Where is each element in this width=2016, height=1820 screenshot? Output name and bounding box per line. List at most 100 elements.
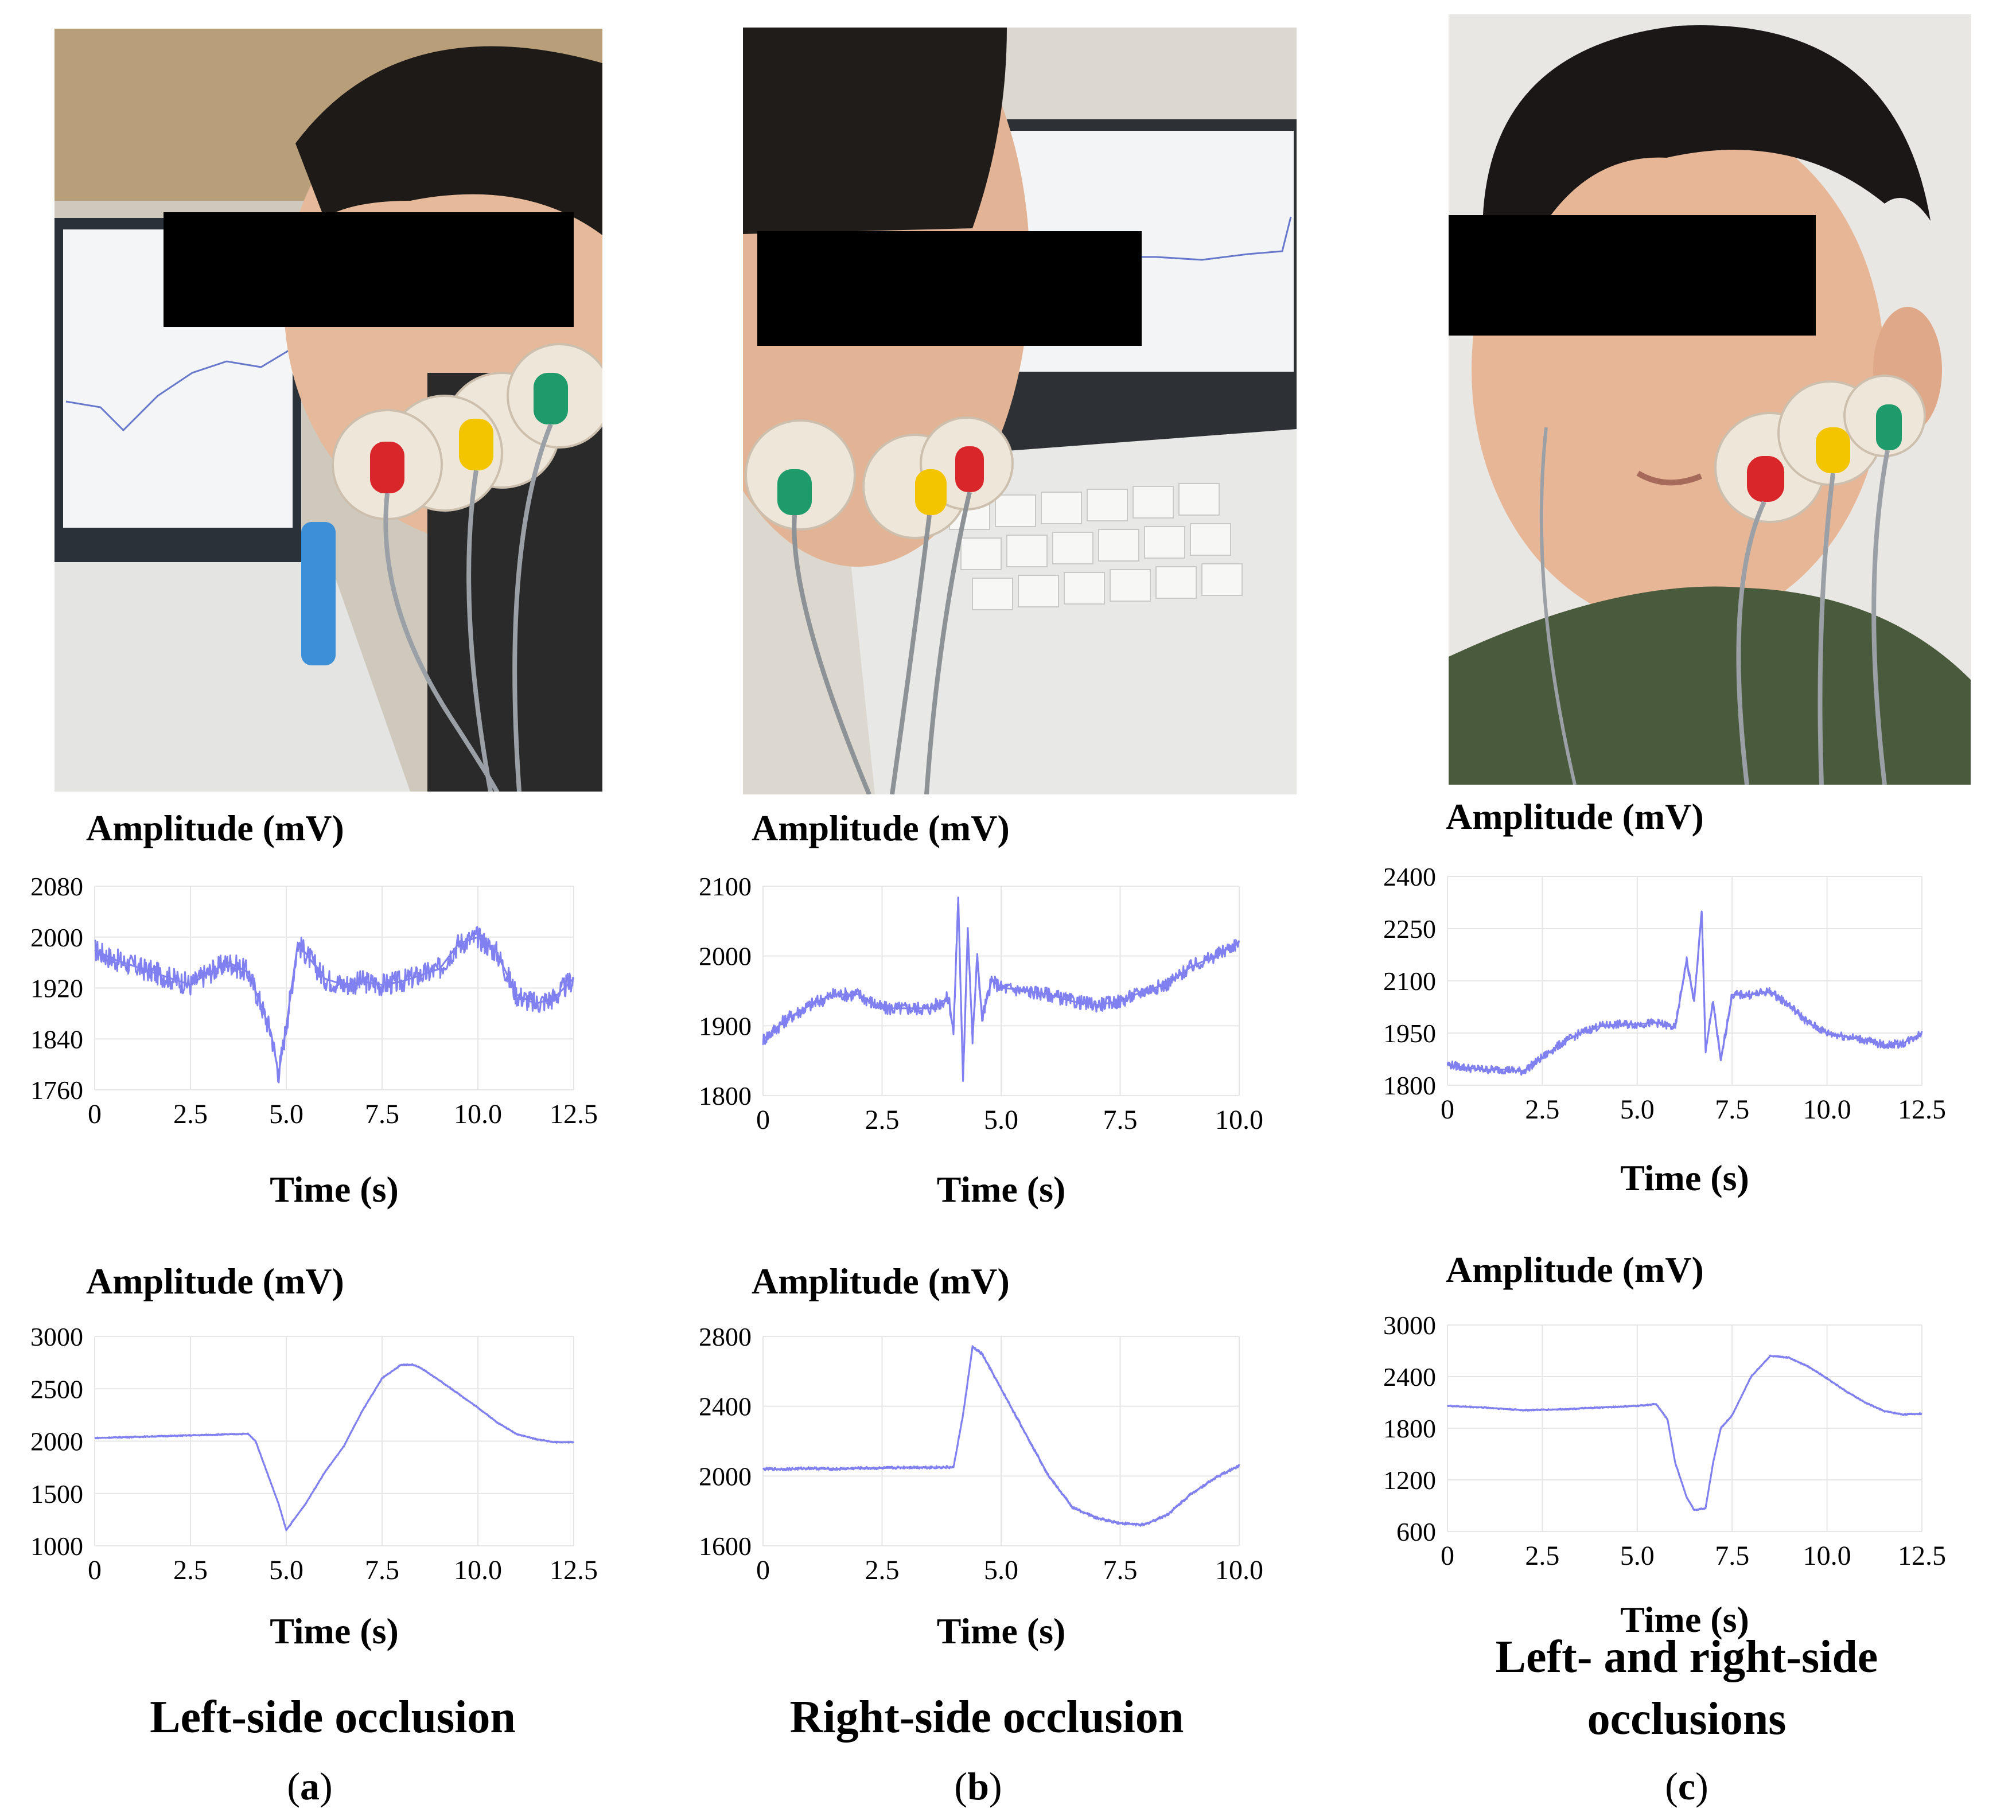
- x-tick-label: 0: [756, 1105, 770, 1135]
- panel-a-caption: Left-side occlusion: [150, 1692, 516, 1743]
- series-line: [762, 897, 1240, 1078]
- x-tick-label: 7.5: [1103, 1105, 1138, 1135]
- series-keypoint-line: [1447, 1355, 1922, 1511]
- x-tick-label: 7.5: [1715, 1541, 1749, 1571]
- x-tick-label: 7.5: [1103, 1555, 1138, 1585]
- y-axis-title: Amplitude (mV): [752, 1261, 1010, 1301]
- y-tick-label: 1500: [30, 1479, 83, 1509]
- right-side-electrode-photo: [743, 28, 1297, 794]
- y-tick-label: 2000: [30, 923, 83, 952]
- x-tick-label: 10.0: [1215, 1555, 1263, 1585]
- y-tick-label: 2400: [1383, 862, 1436, 891]
- panel-letter: b: [967, 1764, 989, 1808]
- y-axis-title: Amplitude (mV): [86, 1261, 344, 1301]
- y-tick-label: 2250: [1383, 914, 1436, 944]
- x-axis-title: Time (s): [937, 1169, 1066, 1210]
- y-tick-label: 1600: [699, 1531, 752, 1561]
- y-tick-label: 1950: [1383, 1019, 1436, 1048]
- series-keypoint-line: [763, 1345, 1240, 1526]
- panel-b-letter: (b): [954, 1764, 1002, 1808]
- x-tick-label: 5.0: [269, 1555, 303, 1585]
- x-tick-label: 7.5: [365, 1555, 399, 1585]
- y-axis-title: Amplitude (mV): [86, 808, 344, 848]
- face-redaction-bar: [1449, 215, 1816, 336]
- x-axis-title: Time (s): [270, 1611, 399, 1651]
- y-tick-label: 1800: [1383, 1414, 1436, 1443]
- x-tick-label: 0: [88, 1099, 102, 1129]
- x-tick-label: 0: [756, 1555, 770, 1585]
- panel-b-caption: Right-side occlusion: [789, 1692, 1184, 1743]
- x-tick-label: 12.5: [1898, 1541, 1946, 1571]
- left-side-electrode-photo: [55, 29, 602, 792]
- series-keypoint-line: [762, 897, 1240, 1082]
- x-tick-label: 5.0: [1620, 1094, 1655, 1125]
- y-tick-label: 2000: [699, 1462, 752, 1491]
- panel-c-caption: Left- and right-side occlusions: [1495, 1632, 1878, 1744]
- x-tick-label: 7.5: [365, 1099, 399, 1129]
- panel-letter: c: [1678, 1764, 1696, 1808]
- series-keypoint-line: [94, 936, 575, 1074]
- series-line: [94, 926, 575, 1084]
- y-tick-label: 2100: [1383, 966, 1436, 996]
- y-tick-label: 1920: [30, 974, 83, 1003]
- x-tick-label: 5.0: [1620, 1541, 1655, 1571]
- both-side-electrode-photo: [1449, 14, 1971, 785]
- x-axis-title: Time (s): [270, 1169, 399, 1210]
- x-axis-title: Time (s): [1620, 1599, 1749, 1640]
- y-tick-label: 2100: [699, 872, 752, 901]
- x-tick-label: 5.0: [269, 1099, 303, 1129]
- series-keypoint-line: [94, 1363, 574, 1532]
- x-tick-label: 12.5: [550, 1099, 598, 1129]
- y-axis-title: Amplitude (mV): [1446, 1249, 1704, 1290]
- y-tick-label: 2500: [30, 1374, 83, 1404]
- photo-illustration: [743, 28, 1297, 794]
- x-axis-title: Time (s): [1620, 1158, 1749, 1198]
- y-tick-label: 3000: [30, 1322, 83, 1351]
- y-tick-label: 1900: [699, 1011, 752, 1040]
- y-tick-label: 1840: [30, 1024, 83, 1054]
- series-line: [1447, 1354, 1922, 1511]
- x-tick-label: 2.5: [1525, 1541, 1559, 1571]
- x-tick-label: 12.5: [550, 1555, 598, 1585]
- x-tick-label: 10.0: [1803, 1541, 1851, 1571]
- photo-illustration: [55, 29, 602, 792]
- panel-c-letter: (c): [1665, 1764, 1708, 1808]
- y-tick-label: 1200: [1383, 1466, 1436, 1495]
- x-tick-label: 10.0: [454, 1555, 502, 1585]
- x-tick-label: 0: [1441, 1541, 1454, 1571]
- x-tick-label: 2.5: [1525, 1094, 1559, 1125]
- x-tick-label: 2.5: [865, 1555, 900, 1585]
- x-axis-title: Time (s): [937, 1611, 1066, 1651]
- y-axis-title: Amplitude (mV): [1446, 796, 1704, 837]
- x-tick-label: 7.5: [1715, 1094, 1749, 1125]
- x-tick-label: 5.0: [984, 1555, 1018, 1585]
- y-tick-label: 2000: [699, 942, 752, 971]
- y-tick-label: 1800: [1383, 1071, 1436, 1100]
- face-redaction-bar: [164, 212, 574, 327]
- y-tick-label: 2000: [30, 1427, 83, 1456]
- panel-a-letter: (a): [287, 1764, 333, 1808]
- x-tick-label: 10.0: [1803, 1094, 1851, 1125]
- y-axis-title: Amplitude (mV): [752, 808, 1010, 848]
- y-tick-label: 600: [1396, 1517, 1436, 1546]
- y-tick-label: 3000: [1383, 1311, 1436, 1340]
- y-tick-label: 2080: [30, 872, 83, 901]
- x-tick-label: 2.5: [865, 1105, 900, 1135]
- panel-letter: a: [300, 1764, 320, 1808]
- x-tick-label: 10.0: [454, 1099, 502, 1129]
- x-tick-label: 2.5: [173, 1099, 208, 1129]
- x-tick-label: 0: [88, 1555, 102, 1585]
- face-redaction-bar: [757, 231, 1142, 346]
- y-tick-label: 2800: [699, 1322, 752, 1351]
- x-tick-label: 12.5: [1898, 1094, 1946, 1125]
- y-tick-label: 1800: [699, 1081, 752, 1110]
- x-tick-label: 2.5: [173, 1555, 208, 1585]
- x-tick-label: 0: [1441, 1094, 1454, 1125]
- photo-illustration: [1449, 14, 1971, 785]
